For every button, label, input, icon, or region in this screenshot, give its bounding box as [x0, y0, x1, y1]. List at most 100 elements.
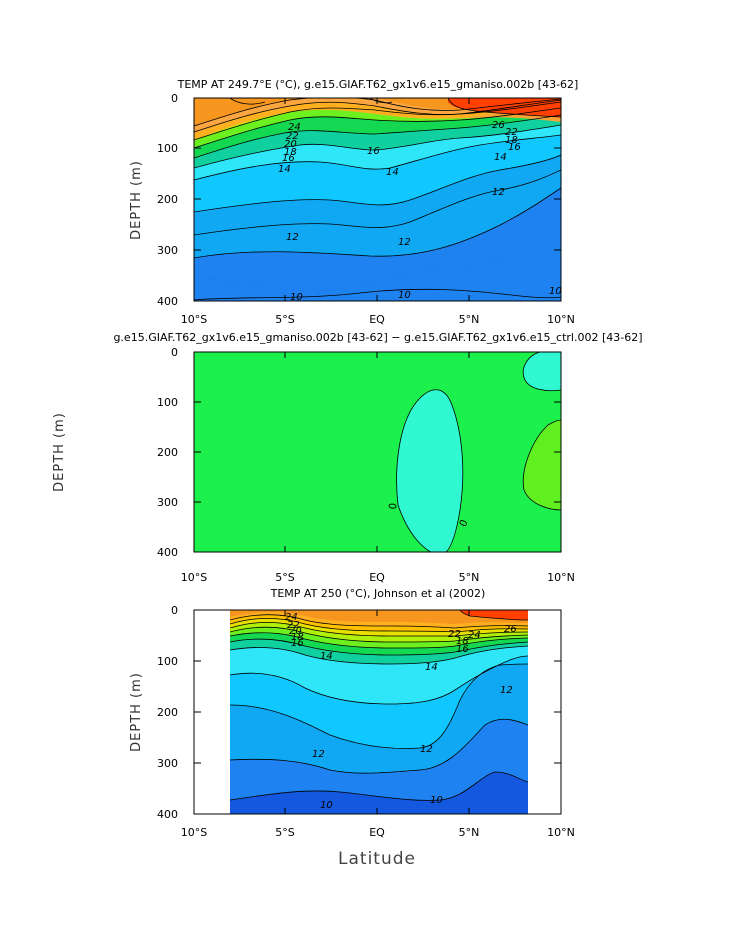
p1-xtick-5s: 5°S	[275, 313, 294, 326]
clabel-p3-14: 14	[320, 651, 333, 662]
diff-positive-center	[396, 389, 463, 552]
clabel-p3-22: 22	[287, 620, 300, 631]
p3-contour-10	[230, 771, 528, 801]
contour-17	[194, 107, 561, 149]
clabel-p2-0a: 0	[385, 502, 397, 510]
p2-ytick-0: 0	[171, 346, 178, 359]
p3-contour-12	[230, 663, 528, 749]
p3-contour-15	[230, 638, 528, 656]
contour-12b	[194, 169, 561, 236]
clabel-p1-18: 18	[284, 147, 297, 158]
contour-top-a	[229, 98, 266, 105]
clabel-p1-18b: 18	[505, 135, 518, 146]
clabel-p1-22: 22	[286, 131, 299, 142]
p1-ytick-400: 400	[157, 295, 178, 308]
contour-zero-right	[522, 419, 561, 511]
clabel-p1-10: 10	[290, 292, 303, 303]
clabel-p3-22b: 22	[448, 629, 461, 640]
clabel-p1-12b: 12	[286, 232, 299, 243]
p2-ylabel: DEPTH (m)	[52, 412, 67, 492]
clabel-p1-24: 24	[288, 122, 301, 133]
p3-contour-18	[230, 621, 528, 637]
panel-2-ticks	[194, 351, 561, 553]
panel-3-field	[230, 610, 528, 814]
clabel-p3-24: 24	[285, 612, 298, 623]
clabel-p1-10c: 10	[549, 286, 562, 297]
panel-1-contour-labels: 24 22 20 18 16 14 16 14 12 12 12 10 10 1…	[278, 120, 562, 303]
p2-xtick-5n: 5°N	[459, 571, 480, 584]
clabel-p3-18b: 18	[456, 636, 469, 647]
contour-16	[194, 114, 561, 159]
p3-contour-14	[230, 645, 528, 665]
p3-xtick-10n: 10°N	[547, 826, 575, 839]
panel-3-ticks	[194, 609, 561, 815]
contour-13	[194, 154, 561, 213]
p3-contour-16	[230, 632, 528, 649]
panel-1-axes: 0 100 200 300 400 10°S 5°S EQ 5°N 10°N D…	[129, 92, 575, 326]
p1-xtick-10s: 10°S	[181, 313, 207, 326]
clabel-p1-26: 26	[492, 120, 505, 131]
p3-ytick-100: 100	[157, 655, 178, 668]
contour-top-b	[369, 98, 393, 104]
panel-1: TEMP AT 249.7°E (°C), g.e15.GIAF.T62_gx1…	[129, 78, 578, 326]
panel-1-title: TEMP AT 249.7°E (°C), g.e15.GIAF.T62_gx1…	[177, 78, 579, 91]
p3-contour-26	[459, 610, 528, 621]
panel-2-title: g.e15.GIAF.T62_gx1v6.e15_gmaniso.002b [4…	[113, 331, 642, 344]
p3-xtick-eq: EQ	[369, 826, 385, 839]
p3-xtick-5s: 5°S	[275, 826, 294, 839]
p1-ytick-0: 0	[171, 92, 178, 105]
p2-ytick-200: 200	[157, 446, 178, 459]
p3-band-24	[230, 610, 528, 624]
p1-ytick-200: 200	[157, 193, 178, 206]
p1-xtick-10n: 10°N	[547, 313, 575, 326]
p3-ytick-200: 200	[157, 706, 178, 719]
clabel-p1-22b: 22	[505, 127, 518, 138]
p2-ytick-300: 300	[157, 496, 178, 509]
contour-18	[194, 101, 561, 141]
contour-12	[194, 187, 561, 259]
clabel-p3-12: 12	[500, 685, 513, 696]
panel-2-contours	[396, 352, 561, 552]
clabel-p3-10b: 10	[430, 795, 443, 806]
p3-contour-20	[230, 617, 528, 633]
p1-ytick-300: 300	[157, 244, 178, 257]
p3-xtick-5n: 5°N	[459, 826, 480, 839]
panel-3-contour-labels: 24 22 20 18 16 14 14 12 12 12 10 10 22 2…	[285, 612, 517, 811]
p3-ytick-300: 300	[157, 757, 178, 770]
panel-3-contours	[230, 610, 528, 801]
contour-14	[194, 134, 561, 181]
clabel-p3-16: 16	[291, 638, 304, 649]
clabel-p1-16: 16	[282, 153, 295, 164]
p2-ytick-100: 100	[157, 396, 178, 409]
contour-zero-corner	[522, 352, 561, 392]
diff-zero-region	[194, 352, 561, 552]
clabel-p3-18: 18	[291, 632, 304, 643]
p2-xtick-10s: 10°S	[181, 571, 207, 584]
p3-ytick-400: 400	[157, 808, 178, 821]
p3-xlabel: Latitude	[338, 849, 416, 869]
clabel-p3-20: 20	[289, 626, 302, 637]
p2-ytick-400: 400	[157, 546, 178, 559]
clabel-p3-24b: 24	[468, 630, 481, 641]
p3-ylabel: DEPTH (m)	[129, 672, 144, 752]
contour-20	[194, 99, 561, 133]
clabel-p3-12c: 12	[420, 744, 433, 755]
p1-xtick-5n: 5°N	[459, 313, 480, 326]
clabel-p1-12: 12	[492, 187, 505, 198]
clabel-p3-16b: 16	[456, 644, 469, 655]
clabel-p2-0b: 0	[458, 519, 470, 527]
clabel-p1-14: 14	[278, 164, 291, 175]
p3-contour-11	[230, 718, 528, 774]
panel-3: TEMP AT 250 (°C), Johnson et al (2002)	[129, 587, 575, 869]
clabel-p3-10: 10	[320, 800, 333, 811]
clabel-p3-14b: 14	[425, 662, 438, 673]
p3-band-26	[460, 610, 528, 620]
contour-26	[447, 98, 561, 118]
clabel-p1-20: 20	[284, 139, 297, 150]
diff-negative-right	[523, 420, 561, 510]
p2-xtick-10n: 10°N	[547, 571, 575, 584]
contour-22	[194, 98, 561, 127]
clabel-p3-12b: 12	[312, 749, 325, 760]
clabel-p1-10b: 10	[398, 290, 411, 301]
panel-1-contours	[194, 98, 561, 301]
